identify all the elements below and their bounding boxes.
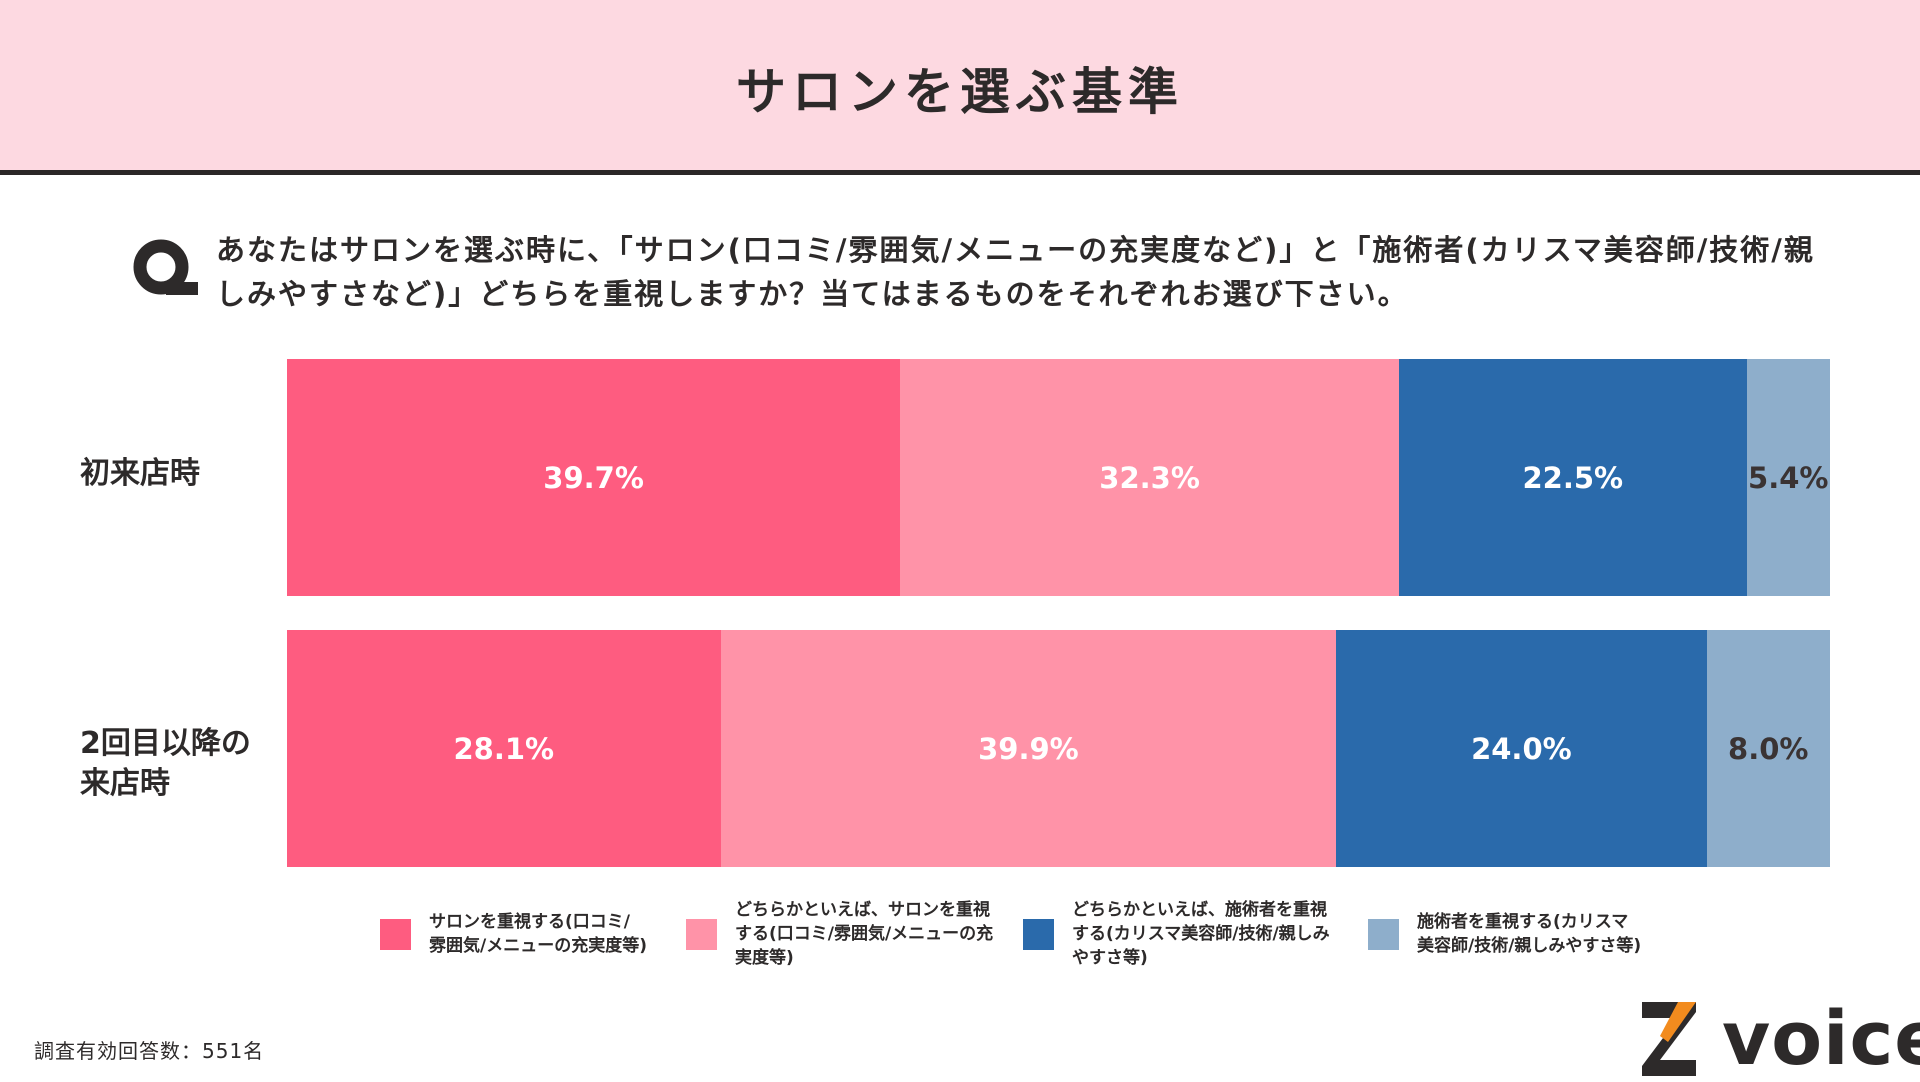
bar-value-label: 28.1% [453,731,555,766]
chart-legend: サロンを重視する(口コミ/ 雰囲気/メニューの充実度等) どちらかといえば、サロン… [380,898,1648,970]
bar-segment-2: 39.9% [720,630,1337,867]
bar-value-label: 39.9% [978,731,1079,766]
z-logo-icon [1642,1002,1696,1076]
bar-row-repeat-visit: 28.1% 39.9% 24.0% 8.0% [287,630,1830,867]
legend-swatch [1023,918,1054,950]
legend-label: どちらかといえば、サロンを重視 する(口コミ/雰囲気/メニューの充 実度等) [735,900,994,968]
bar-segment-4: 8.0% [1706,630,1830,867]
bar-value-label: 8.0% [1728,731,1809,766]
legend-item-1: サロンを重視する(口コミ/ 雰囲気/メニューの充実度等) [380,898,686,970]
legend-swatch [1368,918,1399,950]
header-banner: サロンを選ぶ基準 [0,0,1920,175]
legend-label: どちらかといえば、施術者を重視 する(カリスマ美容師/技術/親しみ やすさ等) [1072,900,1330,968]
legend-swatch [380,918,411,950]
bar-segment-4: 5.4% [1746,359,1830,596]
brand-name: voice [1722,996,1920,1082]
page-title: サロンを選ぶ基準 [736,63,1184,121]
bar-segment-3: 24.0% [1336,630,1707,867]
bar-value-label: 39.7% [543,460,644,495]
question-text: あなたはサロンを選ぶ時に、「サロン(口コミ/雰囲気/メニューの充実度など)」と「… [216,233,1815,311]
bar-value-label: 24.0% [1471,731,1572,766]
question-q-icon [133,239,198,295]
bar-segment-1: 39.7% [287,359,901,596]
bar-value-label: 22.5% [1522,460,1624,495]
bar-value-label: 5.4% [1748,460,1829,495]
bar-value-label: 32.3% [1099,460,1200,495]
row-label-repeat-visit: 2回目以降の 来店時 [80,726,251,801]
response-count-note: 調査有効回答数：551名 [34,1039,265,1063]
brand-logo: voice [1638,998,1920,1080]
bar-segment-2: 32.3% [900,359,1400,596]
bar-row-first-visit: 39.7% 32.3% 22.5% 5.4% [287,359,1830,596]
bar-segment-1: 28.1% [287,630,721,867]
legend-item-4: 施術者を重視する(カリスマ 美容師/技術/親しみやすさ等) [1368,898,1648,970]
row-label-first-visit: 初来店時 [80,456,200,491]
legend-label: サロンを重視する(口コミ/ 雰囲気/メニューの充実度等) [429,912,647,956]
bar-segment-3: 22.5% [1399,359,1747,596]
legend-label: 施術者を重視する(カリスマ 美容師/技術/親しみやすさ等) [1417,912,1642,956]
legend-item-3: どちらかといえば、施術者を重視 する(カリスマ美容師/技術/親しみ やすさ等) [1023,898,1368,970]
legend-item-2: どちらかといえば、サロンを重視 する(口コミ/雰囲気/メニューの充 実度等) [686,898,1023,970]
legend-swatch [686,918,717,950]
